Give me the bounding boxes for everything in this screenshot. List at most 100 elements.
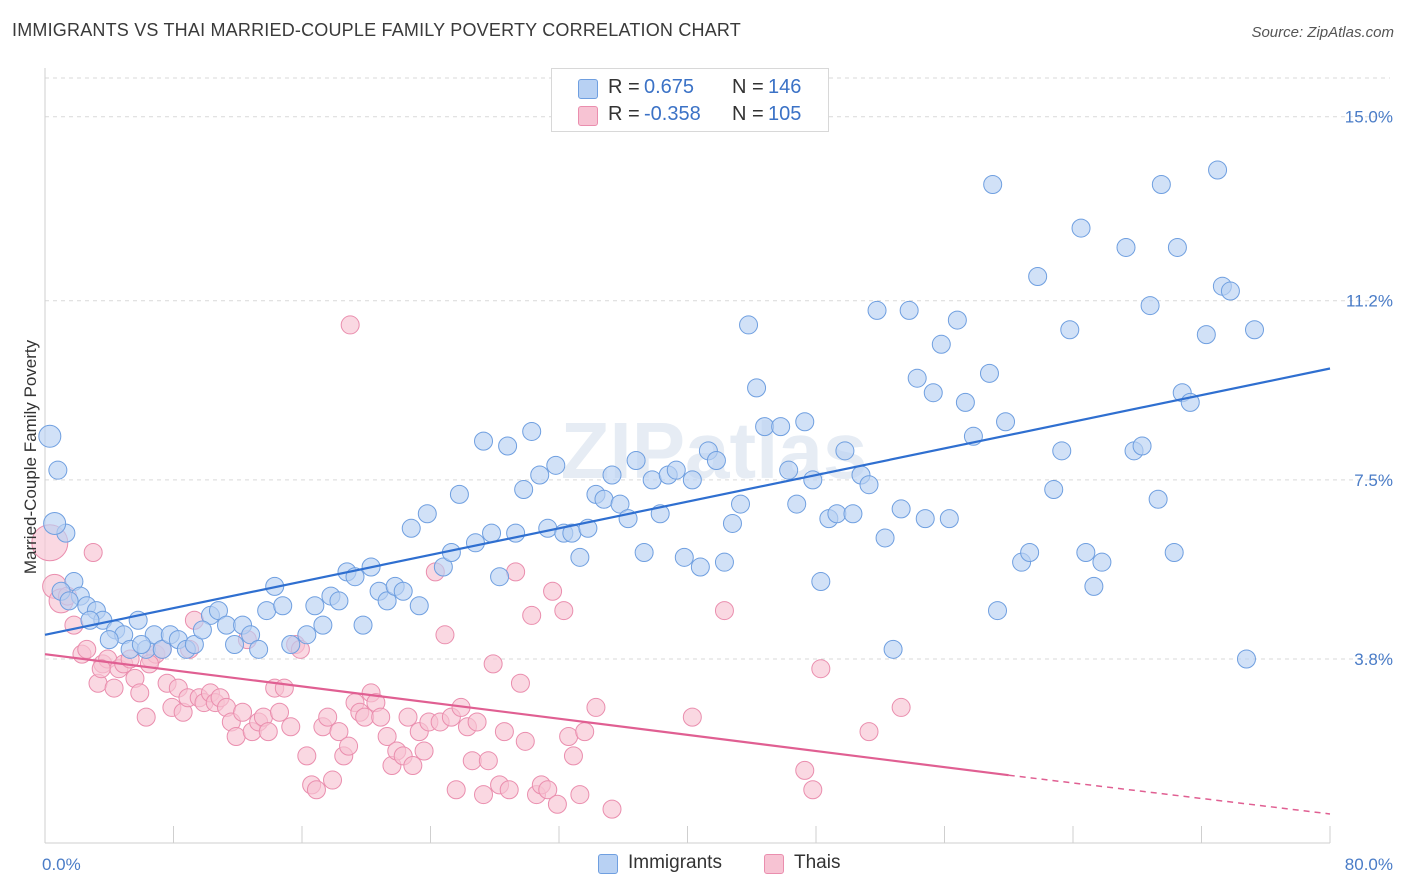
immigrants-point bbox=[530, 465, 550, 485]
immigrants-point bbox=[1208, 160, 1228, 180]
immigrants-point bbox=[449, 484, 469, 504]
thais-point bbox=[355, 707, 375, 727]
immigrants-point bbox=[602, 465, 622, 485]
thais-point bbox=[543, 581, 563, 601]
thais-legend-swatch bbox=[764, 854, 784, 874]
immigrants-point bbox=[666, 460, 686, 480]
thais-point bbox=[64, 615, 84, 635]
immigrants-point bbox=[1076, 542, 1096, 562]
thais-point bbox=[811, 659, 831, 679]
immigrants-point bbox=[305, 596, 325, 616]
immigrants-legend-swatch bbox=[598, 854, 618, 874]
immigrants-point bbox=[409, 596, 429, 616]
thais-point bbox=[130, 683, 150, 703]
immigrants-point bbox=[722, 513, 742, 533]
immigrants-point bbox=[1151, 175, 1171, 195]
series-immigrants bbox=[38, 160, 1265, 669]
immigrants-point bbox=[1220, 281, 1240, 301]
thais-point bbox=[586, 697, 606, 717]
x-tick-label-min: 0.0% bbox=[42, 855, 81, 874]
immigrants-point bbox=[979, 363, 999, 383]
immigrants-point bbox=[859, 475, 879, 495]
thais-point bbox=[559, 726, 579, 746]
axes bbox=[44, 68, 1331, 844]
source-label: Source: ZipAtlas.com bbox=[1251, 24, 1394, 41]
immigrants-point bbox=[755, 417, 775, 437]
immigrants-point bbox=[1020, 542, 1040, 562]
immigrants-point bbox=[626, 451, 646, 470]
immigrants-point bbox=[482, 523, 502, 543]
legend-r-value: 0.675 bbox=[644, 76, 695, 98]
immigrants-point bbox=[184, 634, 204, 654]
immigrants-point bbox=[747, 378, 767, 398]
immigrants-point bbox=[634, 542, 654, 562]
thais-point bbox=[522, 605, 542, 625]
immigrants-point bbox=[152, 639, 172, 659]
thais-swatch bbox=[578, 106, 598, 126]
immigrants-point bbox=[939, 509, 959, 529]
immigrants-point bbox=[546, 455, 566, 475]
thais-point bbox=[575, 722, 595, 742]
immigrants-point bbox=[1245, 320, 1265, 340]
immigrants-point bbox=[674, 547, 694, 567]
thais-legend-label: Thais bbox=[794, 852, 841, 873]
series-thais bbox=[31, 315, 911, 819]
immigrants-point bbox=[690, 557, 710, 577]
immigrants-point bbox=[1164, 542, 1184, 562]
thais-point bbox=[340, 315, 360, 335]
legend-n-label: N = bbox=[732, 103, 764, 125]
y-tick-label: 15.0% bbox=[1345, 108, 1393, 127]
immigrants-point bbox=[393, 581, 413, 601]
thais-point bbox=[467, 712, 487, 732]
immigrants-point bbox=[377, 591, 397, 611]
immigrants-legend-label: Immigrants bbox=[628, 852, 722, 873]
immigrants-point bbox=[257, 601, 277, 621]
y-tick-label: 11.2% bbox=[1346, 292, 1393, 311]
thais-point bbox=[414, 741, 434, 761]
immigrants-point bbox=[192, 620, 212, 640]
immigrants-point bbox=[514, 480, 534, 500]
thais-point bbox=[306, 780, 326, 800]
immigrants-point bbox=[59, 591, 79, 611]
thais-point bbox=[270, 702, 290, 722]
immigrants-point bbox=[465, 533, 485, 553]
immigrants-point bbox=[787, 494, 807, 514]
immigrants-point bbox=[417, 504, 437, 524]
immigrants-point bbox=[867, 300, 887, 320]
immigrants-point bbox=[131, 634, 151, 654]
immigrants-point bbox=[891, 499, 911, 519]
immigrants-point bbox=[996, 412, 1016, 432]
thais-point bbox=[494, 722, 514, 742]
thais-point bbox=[233, 702, 253, 722]
immigrants-point bbox=[208, 601, 228, 621]
immigrants-point bbox=[907, 368, 927, 388]
legend-r-label: R = bbox=[608, 76, 640, 98]
thais-point bbox=[318, 707, 338, 727]
immigrants-point bbox=[1084, 576, 1104, 596]
thais-point bbox=[281, 717, 301, 737]
immigrants-point bbox=[642, 470, 662, 490]
immigrants-point bbox=[883, 639, 903, 659]
immigrants-swatch bbox=[578, 79, 598, 99]
legend-r-value: -0.358 bbox=[644, 103, 701, 125]
immigrants-point bbox=[714, 552, 734, 572]
legend-r-label: R = bbox=[608, 103, 640, 125]
thais-point bbox=[515, 731, 535, 751]
immigrants-point bbox=[1167, 237, 1187, 257]
immigrants-point bbox=[99, 630, 119, 650]
immigrants-point bbox=[1132, 436, 1152, 456]
y-tick-label: 3.8% bbox=[1354, 650, 1393, 669]
thais-point bbox=[462, 751, 482, 771]
immigrants-point bbox=[947, 310, 967, 330]
immigrants-point bbox=[38, 424, 62, 448]
immigrants-point bbox=[249, 639, 269, 659]
immigrants-point bbox=[1044, 480, 1064, 500]
immigrants-point bbox=[1148, 489, 1168, 509]
immigrants-point bbox=[899, 300, 919, 320]
legend-n-value: 105 bbox=[768, 103, 802, 125]
thais-point bbox=[371, 707, 391, 727]
immigrants-point bbox=[217, 615, 237, 635]
immigrants-point bbox=[241, 625, 261, 645]
immigrants-point bbox=[297, 625, 317, 645]
immigrants-point bbox=[771, 417, 791, 437]
